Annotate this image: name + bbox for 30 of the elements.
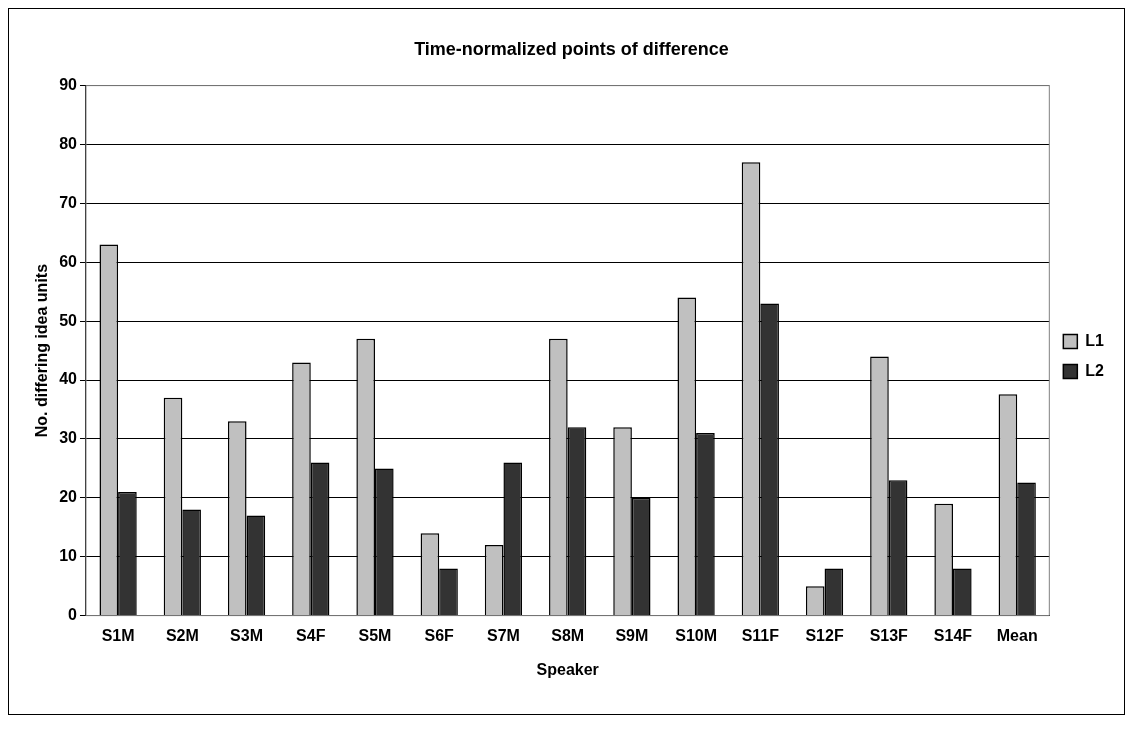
y-tick-label: 40: [59, 370, 78, 388]
x-tick-label: S7M: [486, 626, 520, 644]
x-tick-label: S13F: [869, 626, 909, 644]
x-tick-label: S2M: [165, 626, 199, 644]
y-tick-label: 50: [59, 311, 78, 329]
x-tick-label: S4F: [296, 626, 326, 644]
x-tick-label: S9M: [615, 626, 649, 644]
x-tick-label: S10M: [675, 626, 718, 644]
x-axis-title: Speaker: [536, 660, 599, 678]
y-tick-label: 90: [59, 76, 78, 94]
y-tick-label: 10: [59, 547, 78, 565]
x-tick-label: Mean: [996, 626, 1038, 644]
y-tick-label: 70: [59, 193, 78, 211]
y-tick-label: 30: [59, 429, 78, 447]
chart-title: Time-normalized points of difference: [414, 38, 729, 59]
x-tick-label: S14F: [933, 626, 973, 644]
y-tick-label: 0: [68, 606, 78, 624]
x-tick-label: S3M: [230, 626, 264, 644]
x-tick-label: S8M: [551, 626, 585, 644]
y-tick-label: 80: [59, 134, 78, 152]
x-tick-label: S5M: [358, 626, 392, 644]
legend-label: L1: [1085, 331, 1105, 349]
y-tick-label: 20: [59, 488, 78, 506]
y-axis-title: No. differing idea units: [33, 263, 51, 438]
legend-label: L2: [1085, 361, 1105, 379]
x-tick-label: S11F: [741, 626, 780, 644]
x-tick-label: S12F: [805, 626, 844, 644]
x-tick-label: S1M: [101, 626, 135, 644]
x-tick-label: S6F: [424, 626, 455, 644]
y-tick-label: 60: [59, 252, 78, 270]
